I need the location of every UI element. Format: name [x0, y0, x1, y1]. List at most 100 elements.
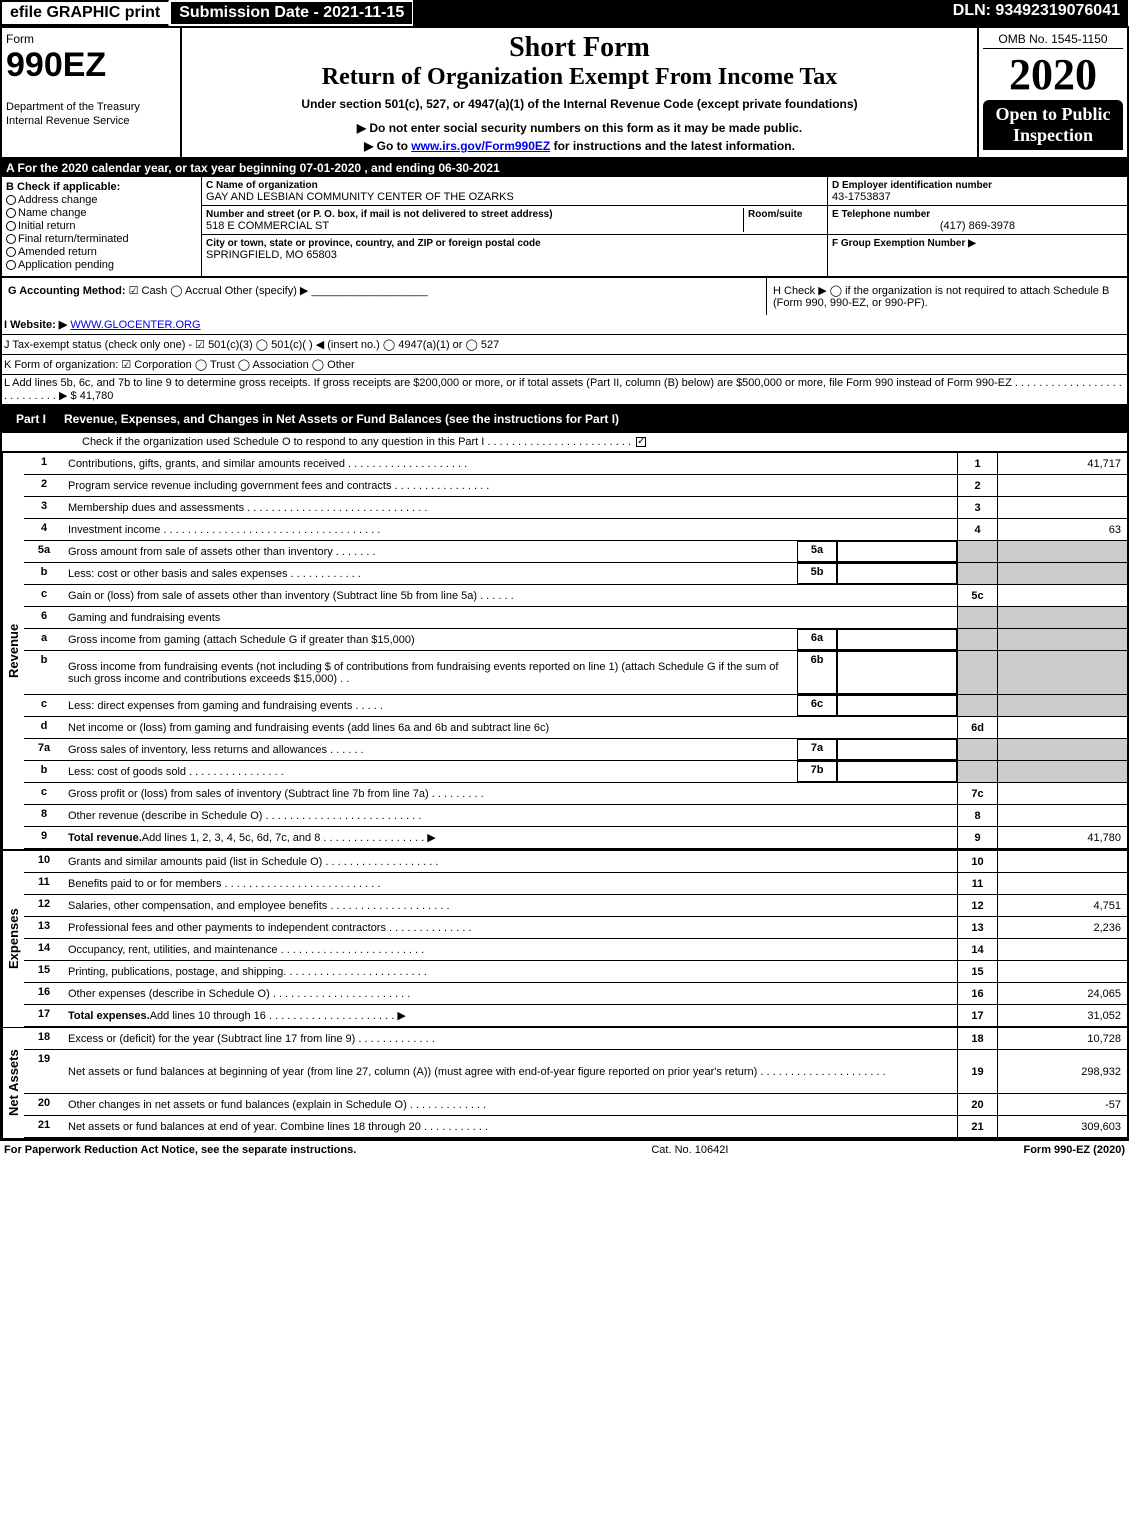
line-description: Program service revenue including govern…	[64, 475, 957, 496]
table-row: 12Salaries, other compensation, and empl…	[24, 895, 1127, 917]
short-form-title: Short Form	[186, 32, 973, 64]
right-line-value	[997, 695, 1127, 716]
form-label: Form	[6, 32, 34, 46]
phone-label: E Telephone number	[832, 209, 930, 220]
section-k: K Form of organization: ☑ Corporation ◯ …	[0, 355, 1129, 375]
section-h: H Check ▶ ◯ if the organization is not r…	[767, 278, 1127, 315]
line-description: Other expenses (describe in Schedule O) …	[64, 983, 957, 1004]
website-link[interactable]: WWW.GLOCENTER.ORG	[70, 319, 200, 331]
right-line-number	[957, 607, 997, 628]
right-line-number	[957, 739, 997, 760]
table-row: 13Professional fees and other payments t…	[24, 917, 1127, 939]
table-row: cGain or (loss) from sale of assets othe…	[24, 585, 1127, 607]
table-row: 20Other changes in net assets or fund ba…	[24, 1094, 1127, 1116]
part1-check-text: Check if the organization used Schedule …	[2, 434, 1127, 450]
line-number: b	[24, 761, 64, 782]
section-e: E Telephone number (417) 869-3978	[828, 206, 1127, 235]
street-label: Number and street (or P. O. box, if mail…	[206, 209, 553, 220]
room-label: Room/suite	[748, 209, 802, 220]
right-line-number	[957, 695, 997, 716]
line-number: 21	[24, 1116, 64, 1137]
right-line-value	[997, 541, 1127, 562]
check-final-return[interactable]: Final return/terminated	[6, 233, 197, 245]
tax-exempt-status: J Tax-exempt status (check only one) - ☑…	[2, 336, 1127, 353]
line-number: 14	[24, 939, 64, 960]
line-description: Gain or (loss) from sale of assets other…	[64, 585, 957, 606]
table-row: 7aGross sales of inventory, less returns…	[24, 739, 1127, 761]
line-description: Net income or (loss) from gaming and fun…	[64, 717, 957, 738]
right-line-value	[997, 563, 1127, 584]
sub-line-value	[837, 563, 957, 584]
irs-link[interactable]: www.irs.gov/Form990EZ	[411, 139, 550, 153]
line-number: 18	[24, 1028, 64, 1049]
entity-grid: B Check if applicable: Address change Na…	[0, 177, 1129, 278]
omb-number: OMB No. 1545-1150	[983, 32, 1123, 49]
line-description: Net assets or fund balances at end of ye…	[64, 1116, 957, 1137]
line-description: Professional fees and other payments to …	[64, 917, 957, 938]
table-row: 2Program service revenue including gover…	[24, 475, 1127, 497]
line-number: b	[24, 563, 64, 584]
netassets-side-label: Net Assets	[2, 1028, 24, 1138]
table-row: 17Total expenses. Add lines 10 through 1…	[24, 1005, 1127, 1027]
line-description: Other changes in net assets or fund bala…	[64, 1094, 957, 1115]
right-line-value: 41,780	[997, 827, 1127, 848]
tax-year: 2020	[983, 49, 1123, 100]
right-line-value	[997, 805, 1127, 826]
line-description: Occupancy, rent, utilities, and maintena…	[64, 939, 957, 960]
right-line-value	[997, 761, 1127, 782]
ein-label: D Employer identification number	[832, 180, 992, 191]
check-amended-return[interactable]: Amended return	[6, 246, 197, 258]
line-number: 3	[24, 497, 64, 518]
efile-print-button[interactable]: efile GRAPHIC print	[0, 0, 169, 26]
right-line-number: 17	[957, 1005, 997, 1026]
org-name-cell: C Name of organization GAY AND LESBIAN C…	[202, 177, 827, 206]
check-address-change[interactable]: Address change	[6, 194, 197, 206]
sub-line-number: 7a	[797, 739, 837, 760]
line-description: Investment income . . . . . . . . . . . …	[64, 519, 957, 540]
line-description: Benefits paid to or for members . . . . …	[64, 873, 957, 894]
ein-value: 43-1753837	[832, 191, 891, 203]
line-number: 15	[24, 961, 64, 982]
table-row: bLess: cost or other basis and sales exp…	[24, 563, 1127, 585]
line-description: Less: direct expenses from gaming and fu…	[64, 695, 797, 716]
check-application-pending[interactable]: Application pending	[6, 259, 197, 271]
header-center: Short Form Return of Organization Exempt…	[182, 28, 977, 157]
sub-line-number: 6c	[797, 695, 837, 716]
table-row: bLess: cost of goods sold . . . . . . . …	[24, 761, 1127, 783]
table-row: 10Grants and similar amounts paid (list …	[24, 851, 1127, 873]
right-line-value: 41,717	[997, 453, 1127, 474]
check-initial-return[interactable]: Initial return	[6, 220, 197, 232]
right-line-number: 7c	[957, 783, 997, 804]
right-line-value	[997, 475, 1127, 496]
sub-line-value	[837, 761, 957, 782]
table-row: 11Benefits paid to or for members . . . …	[24, 873, 1127, 895]
line-description: Less: cost or other basis and sales expe…	[64, 563, 797, 584]
right-line-number: 6d	[957, 717, 997, 738]
line-number: c	[24, 585, 64, 606]
sub-line-value	[837, 541, 957, 562]
line-number: 16	[24, 983, 64, 1004]
right-line-number: 13	[957, 917, 997, 938]
part1-header: Part I Revenue, Expenses, and Changes in…	[0, 405, 1129, 433]
header-right: OMB No. 1545-1150 2020 Open to Public In…	[977, 28, 1127, 157]
part1-checkbox[interactable]	[636, 437, 646, 447]
form-of-org: K Form of organization: ☑ Corporation ◯ …	[2, 356, 1127, 373]
line-number: 20	[24, 1094, 64, 1115]
main-title: Return of Organization Exempt From Incom…	[186, 64, 973, 91]
right-line-value: 2,236	[997, 917, 1127, 938]
submission-date-button[interactable]: Submission Date - 2021-11-15	[169, 0, 413, 26]
table-row: 15Printing, publications, postage, and s…	[24, 961, 1127, 983]
line-number: b	[24, 651, 64, 694]
ssn-notice: ▶ Do not enter social security numbers o…	[186, 121, 973, 135]
table-row: bGross income from fundraising events (n…	[24, 651, 1127, 695]
form-number: 990EZ	[6, 46, 106, 84]
line-number: 19	[24, 1050, 64, 1093]
right-line-number: 21	[957, 1116, 997, 1137]
right-line-value	[997, 961, 1127, 982]
part1-label: Part I	[8, 410, 54, 428]
section-b-label: B Check if applicable:	[6, 181, 197, 193]
check-name-change[interactable]: Name change	[6, 207, 197, 219]
sub-line-value	[837, 629, 957, 650]
section-d: D Employer identification number 43-1753…	[828, 177, 1127, 206]
line-number: 10	[24, 851, 64, 872]
